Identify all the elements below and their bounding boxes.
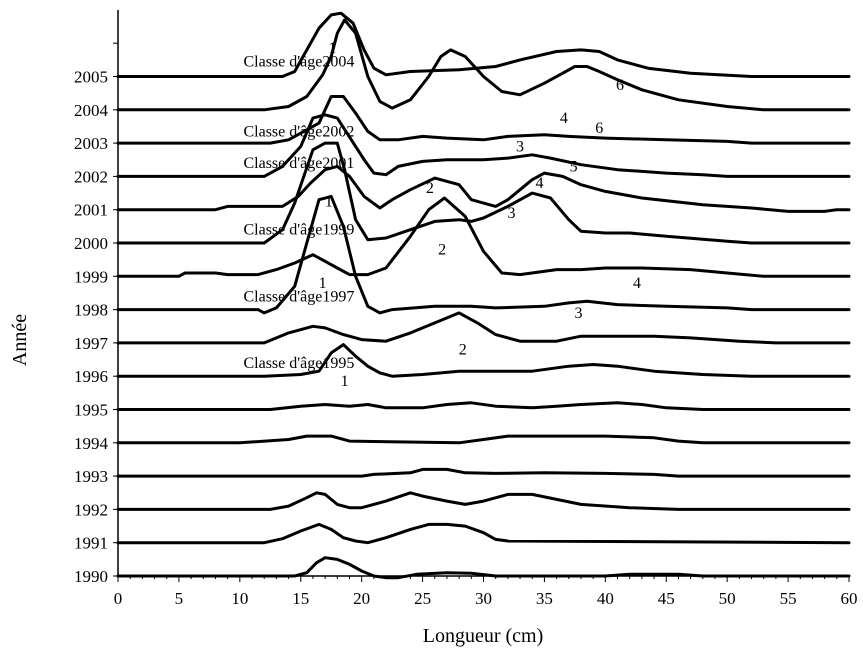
y-axis: 1990 1991 1992 1993 1994 1995 1996 1997 1998 1999…	[74, 10, 119, 586]
y-axis-title: Année	[9, 314, 31, 366]
peak-label: 6	[595, 120, 603, 137]
x-tick-label: 10	[231, 589, 248, 608]
series-line-1992	[116, 491, 851, 511]
x-axis: 0 5 10 15 20 25 30 35 40 45 50 55 60	[114, 575, 858, 608]
x-tick-label: 20	[353, 589, 370, 608]
series-line-1997	[116, 311, 851, 345]
y-tick-label: 1992	[74, 500, 108, 519]
peak-label: 3	[575, 305, 583, 322]
peak-label: 5	[570, 158, 578, 175]
y-tick-label: 1996	[74, 367, 108, 386]
x-tick-label: 55	[780, 589, 797, 608]
series-line-1999	[116, 196, 851, 278]
x-tick-label: 30	[475, 589, 492, 608]
y-tick-label: 1994	[74, 434, 109, 453]
peak-label: 1	[341, 373, 349, 390]
y-tick-label: 1998	[74, 301, 108, 320]
peak-label: 4	[560, 110, 568, 127]
y-tick-label: 2005	[74, 68, 108, 87]
series-line-2001	[116, 164, 851, 213]
peak-label: 1	[325, 193, 333, 210]
y-tick-label: 1991	[74, 534, 108, 553]
series-line-1996	[116, 343, 851, 378]
x-tick-label: 60	[841, 589, 858, 608]
y-tick-label: 2004	[74, 101, 109, 120]
series-line-1995	[116, 401, 851, 411]
x-tick-label: 50	[719, 589, 736, 608]
y-tick-label: 1999	[74, 267, 108, 286]
x-tick-label: 40	[597, 589, 614, 608]
peak-label: 1	[319, 275, 327, 292]
series-layer	[116, 11, 851, 580]
series-line-1994	[116, 434, 851, 445]
x-axis-title: Longueur (cm)	[423, 625, 544, 647]
peak-label: 2	[426, 180, 434, 197]
y-tick-label: 2000	[74, 234, 108, 253]
x-tick-label: 45	[658, 589, 675, 608]
cohort-label: Classe d'âge2001	[243, 155, 354, 172]
x-tick-label: 35	[536, 589, 553, 608]
y-tick-label: 2001	[74, 201, 108, 220]
series-line-2003	[116, 95, 851, 145]
cohort-label: Classe d'âge2004	[243, 54, 354, 71]
series-line-1990	[116, 556, 851, 580]
y-tick-label: 1995	[74, 401, 108, 420]
cohort-label: Classe d'âge1997	[243, 288, 354, 305]
cohort-label: Classe d'âge1999	[243, 222, 354, 239]
series-line-2002	[116, 113, 851, 178]
series-line-1998	[116, 194, 851, 315]
peak-label: 2	[438, 242, 446, 259]
peak-label: 2	[459, 342, 467, 359]
y-tick-label: 2002	[74, 167, 108, 186]
series-line-2000	[116, 141, 851, 245]
y-tick-label: 1997	[74, 334, 109, 353]
cohort-label: Classe d'âge2002	[243, 123, 354, 140]
y-tick-label: 1993	[74, 467, 108, 486]
cohort-label: Classe d'âge1995	[243, 355, 354, 372]
x-tick-label: 25	[414, 589, 431, 608]
peak-label: 6	[616, 77, 624, 94]
series-line-2005	[116, 11, 851, 78]
x-tick-label: 15	[292, 589, 309, 608]
peak-label: 4	[633, 275, 641, 292]
peak-label: 4	[536, 175, 544, 192]
series-line-1993	[116, 467, 851, 478]
x-tick-label: 5	[175, 589, 184, 608]
y-tick-label: 1990	[74, 567, 108, 586]
peak-label: 1	[328, 40, 336, 57]
y-tick-label: 2003	[74, 134, 108, 153]
peak-label: 3	[516, 138, 524, 155]
x-tick-label: 0	[114, 589, 123, 608]
label-layer: Classe d'âge2004 Classe d'âge2002 Classe d…	[243, 40, 641, 390]
peak-label: 3	[508, 205, 516, 222]
series-line-2004	[116, 18, 851, 112]
series-line-1991	[116, 522, 851, 545]
